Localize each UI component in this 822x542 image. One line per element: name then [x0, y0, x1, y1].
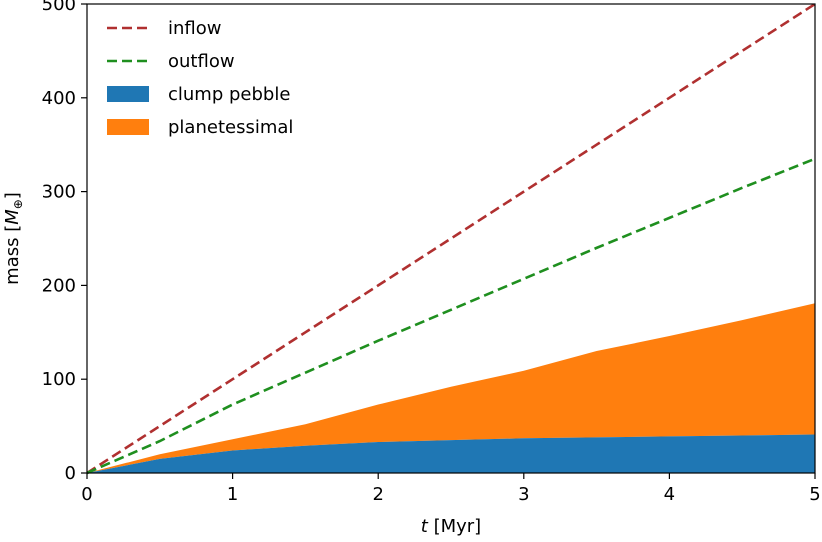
y-axis-label-prefix: mass [ [2, 225, 23, 285]
plot-area [86, 2, 816, 475]
legend-swatch [107, 119, 149, 135]
y-tick-label: 100 [42, 369, 76, 390]
plot-frame [86, 3, 816, 474]
y-axis-label: mass [M⊕] [2, 192, 25, 285]
x-axis-label: t [Myr] [421, 516, 481, 537]
legend-item-clump-pebble: clump pebble [107, 84, 290, 105]
legend-label: clump pebble [168, 84, 290, 105]
axis-ticks: 0 1 2 3 4 5 0 100 200 300 400 500 [42, 0, 821, 505]
legend-swatch [107, 86, 149, 102]
x-tick-label: 5 [809, 484, 820, 505]
legend-item-outflow: outflow [107, 51, 235, 72]
legend-label: inflow [168, 18, 221, 39]
x-tick-label: 4 [664, 484, 675, 505]
y-axis-label-suffix: ] [2, 192, 23, 199]
y-axis-label-symbol: M [2, 209, 23, 225]
y-tick-label: 300 [42, 182, 76, 203]
legend-item-inflow: inflow [107, 18, 221, 39]
legend-item-planetessimal: planetessimal [107, 117, 293, 138]
x-axis-label-symbol: t [421, 516, 429, 537]
x-tick-label: 1 [227, 484, 238, 505]
x-tick-label: 0 [81, 484, 92, 505]
outflow-line [86, 157, 816, 475]
y-tick-label: 400 [42, 88, 76, 109]
legend-label: planetessimal [168, 117, 293, 138]
inflow-line [86, 2, 816, 475]
y-axis-label-subscript: ⊕ [11, 199, 25, 209]
y-tick-label: 200 [42, 275, 76, 296]
clump-pebble-area [87, 434, 815, 473]
legend-label: outflow [168, 51, 235, 72]
y-tick-label: 0 [65, 463, 76, 484]
x-tick-label: 2 [372, 484, 383, 505]
x-tick-label: 3 [518, 484, 529, 505]
planetessimal-area [87, 303, 815, 473]
y-tick-label: 500 [42, 0, 76, 15]
x-axis-label-unit: [Myr] [428, 516, 481, 537]
legend: inflow outflow clump pebble planetessimal [107, 18, 293, 138]
